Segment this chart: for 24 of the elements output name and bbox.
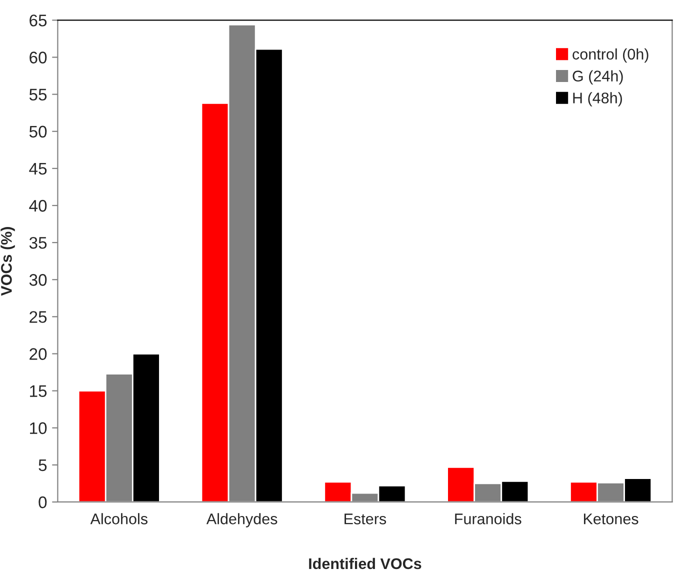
x-tick-label: Aldehydes (206, 513, 278, 528)
y-tick-label: 25 (30, 311, 47, 323)
legend-label: G (24h) (572, 70, 623, 85)
legend-label: control (0h) (572, 48, 648, 63)
y-tick-label: 0 (38, 496, 47, 508)
x-axis-title: Identified VOCs (309, 558, 422, 570)
y-tick-label: 15 (30, 385, 47, 398)
y-tick-label: 20 (30, 348, 47, 360)
y-tick-label: 65 (30, 14, 47, 26)
y-tick-label: 5 (38, 460, 47, 472)
y-tick-label: 55 (29, 88, 47, 101)
y-tick-label: 30 (29, 274, 47, 286)
y-tick-label: 60 (30, 52, 47, 64)
y-tick-label: 35 (29, 236, 47, 249)
y-tick-label: 45 (29, 163, 47, 175)
legend-label: H (48h) (573, 92, 622, 106)
x-tick-label: Furanoids (455, 513, 522, 524)
x-tick-label: Ketones (584, 514, 638, 524)
y-tick-label: 50 (29, 126, 47, 138)
x-tick-label: Esters (344, 514, 386, 524)
x-tick-label: Alcohols (90, 513, 148, 524)
y-axis-title: VOCs (%) (0, 227, 15, 296)
y-tick-label: 10 (30, 422, 47, 434)
y-tick-label: 40 (29, 200, 47, 212)
